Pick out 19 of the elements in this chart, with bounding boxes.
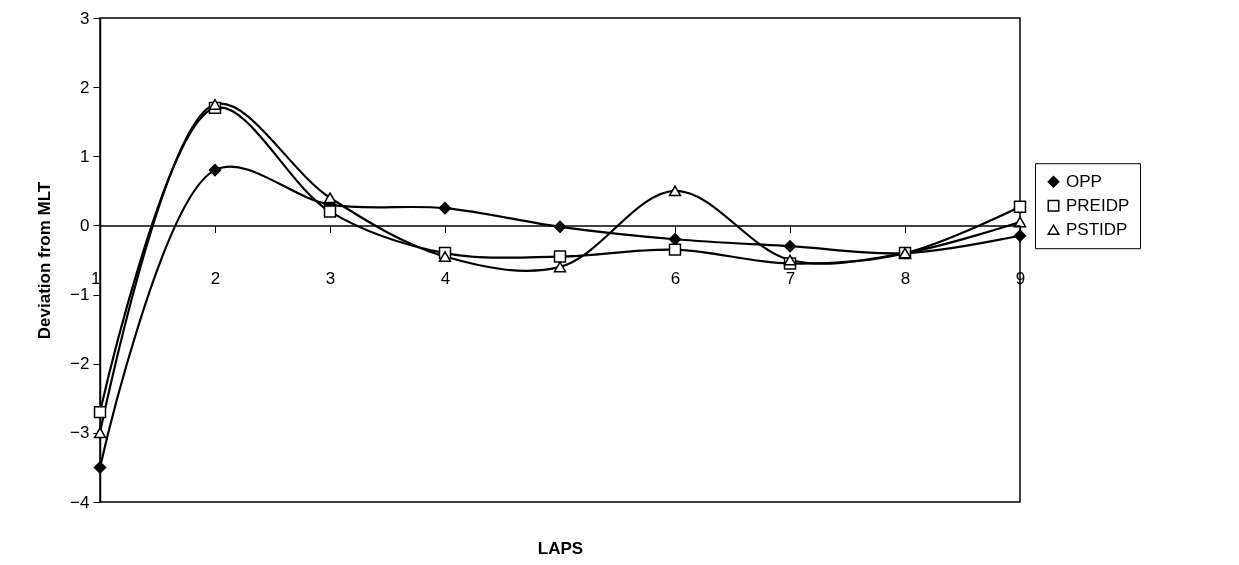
- x-tick-label: 6: [670, 268, 681, 288]
- y-tick-label: −2: [70, 354, 90, 374]
- x-tick-label: 3: [325, 268, 336, 288]
- x-tick-label: 4: [440, 268, 451, 288]
- y-axis-title: Deviation from MLT: [35, 181, 55, 340]
- x-tick-label: 7: [785, 268, 796, 288]
- x-axis-title: LAPS: [537, 538, 584, 558]
- legend-label: OPP: [1066, 171, 1102, 191]
- legend-label: PSTIDP: [1066, 219, 1128, 239]
- x-tick-label: 8: [900, 268, 911, 288]
- y-tick-label: −1: [70, 285, 90, 305]
- y-tick-label: 0: [80, 215, 90, 235]
- y-tick-label: 2: [80, 77, 90, 97]
- x-tick-label: 2: [210, 268, 221, 288]
- y-tick-label: −3: [70, 423, 90, 443]
- y-tick-label: 3: [80, 8, 90, 28]
- y-tick-label: −4: [70, 492, 90, 512]
- y-tick-label: 1: [80, 146, 90, 166]
- legend-label: PREIDP: [1066, 195, 1130, 215]
